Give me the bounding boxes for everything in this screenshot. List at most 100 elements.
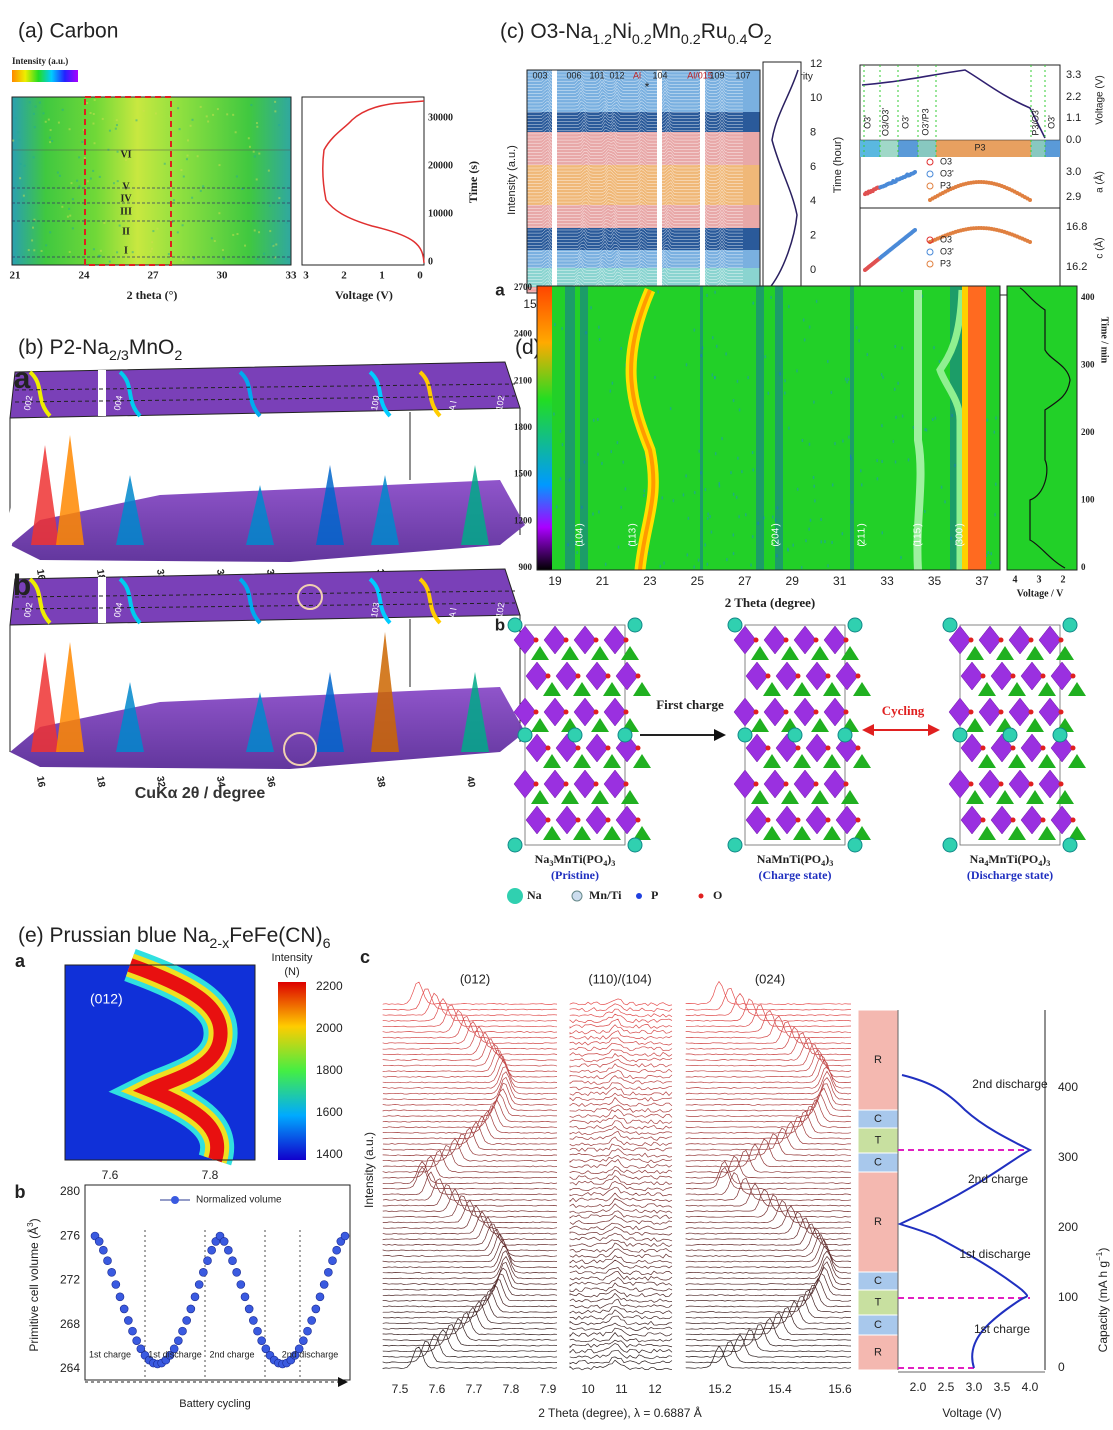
noise (935, 417, 937, 420)
noise (200, 106, 202, 108)
label: First charge (656, 697, 724, 712)
noise (804, 338, 806, 341)
label: T (875, 1296, 882, 1308)
label: O3'/P3 (920, 108, 930, 135)
tetrahedron (811, 718, 829, 732)
noise (834, 442, 836, 445)
label: O3' (900, 115, 910, 129)
sodium (738, 728, 752, 742)
volume-point (220, 1237, 228, 1245)
noise (787, 549, 789, 552)
label: P3 (940, 180, 951, 190)
trace (686, 1067, 851, 1089)
noise (698, 559, 700, 562)
noise (561, 327, 563, 330)
label: 27 (738, 574, 752, 588)
tetrahedron (793, 682, 811, 696)
noise (553, 413, 555, 416)
sodium (788, 728, 802, 742)
phase-strip (745, 228, 760, 250)
label: 3.0 (966, 1380, 983, 1394)
tetrahedron (793, 826, 811, 840)
c-point (1028, 240, 1032, 244)
tetrahedron (543, 682, 561, 696)
trace (383, 1319, 557, 1341)
volume-point (108, 1268, 116, 1276)
noise (102, 118, 104, 120)
label: 264 (60, 1361, 80, 1375)
text-part: 0.2 (632, 32, 652, 48)
octahedron (836, 662, 858, 690)
label: Intensity (272, 952, 313, 964)
trace (570, 1181, 672, 1190)
noise (177, 107, 179, 109)
label: Voltage / V (1017, 588, 1064, 599)
trace (686, 1033, 851, 1055)
trace (570, 1278, 672, 1286)
noise (562, 443, 564, 446)
noise (752, 535, 754, 538)
text-part: 2-x (209, 936, 229, 952)
octahedron (1009, 626, 1031, 654)
trace (383, 1145, 557, 1167)
label: 2nd discharge (972, 1077, 1048, 1091)
label: 0.0 (1066, 134, 1081, 146)
octahedron (746, 806, 768, 834)
label: C (874, 1113, 882, 1125)
noise (784, 379, 786, 382)
noise (35, 106, 37, 108)
oxygen (796, 674, 801, 679)
noise (770, 296, 772, 299)
volume-point (133, 1337, 141, 1345)
label: 1.1 (1066, 112, 1081, 124)
label: 27 (148, 270, 160, 282)
tetrahedron (763, 754, 781, 768)
peak (31, 652, 59, 752)
noise (182, 259, 184, 261)
noise (93, 113, 95, 115)
tetrahedron (781, 790, 799, 804)
sodium (1053, 728, 1067, 742)
volume-point (241, 1293, 249, 1301)
label: 1800 (316, 1063, 343, 1077)
noise (132, 251, 134, 253)
noise (70, 182, 72, 184)
phase-strip (745, 268, 760, 287)
volume-point (229, 1257, 237, 1265)
label: 104 (652, 70, 667, 80)
noise (827, 360, 829, 363)
noise (881, 373, 883, 376)
tetrahedron (763, 682, 781, 696)
label: 18 (94, 775, 107, 788)
figure: (a) CarbonIntensity (a.u.)VIVIVIIIIII212… (0, 0, 1113, 1430)
noise (644, 489, 646, 492)
trace (570, 1170, 672, 1179)
noise (57, 172, 59, 174)
noise (848, 436, 850, 439)
label: Time / min (1099, 317, 1110, 364)
label: 21 (596, 574, 610, 588)
tetrahedron (763, 826, 781, 840)
label: 3 (303, 270, 309, 282)
noise (41, 250, 43, 252)
octahedron (556, 662, 578, 690)
sodium (838, 728, 852, 742)
noise (94, 99, 96, 101)
noise (688, 517, 690, 520)
phase-bar (918, 140, 936, 157)
label: c (Å) (1093, 237, 1106, 258)
phase-bar (860, 140, 880, 157)
tetrahedron (823, 826, 841, 840)
label: Intensity (a.u.) (506, 145, 518, 215)
volume-point (258, 1337, 266, 1345)
noise (151, 248, 153, 250)
noise (683, 493, 685, 496)
label: 1st charge (974, 1322, 1030, 1336)
trace (570, 1137, 672, 1146)
tetrahedron (591, 718, 609, 732)
trace (686, 1095, 851, 1117)
volume-point (245, 1305, 253, 1313)
tetrahedron (853, 682, 871, 696)
arrowhead (338, 1377, 348, 1387)
trace (383, 1089, 557, 1111)
